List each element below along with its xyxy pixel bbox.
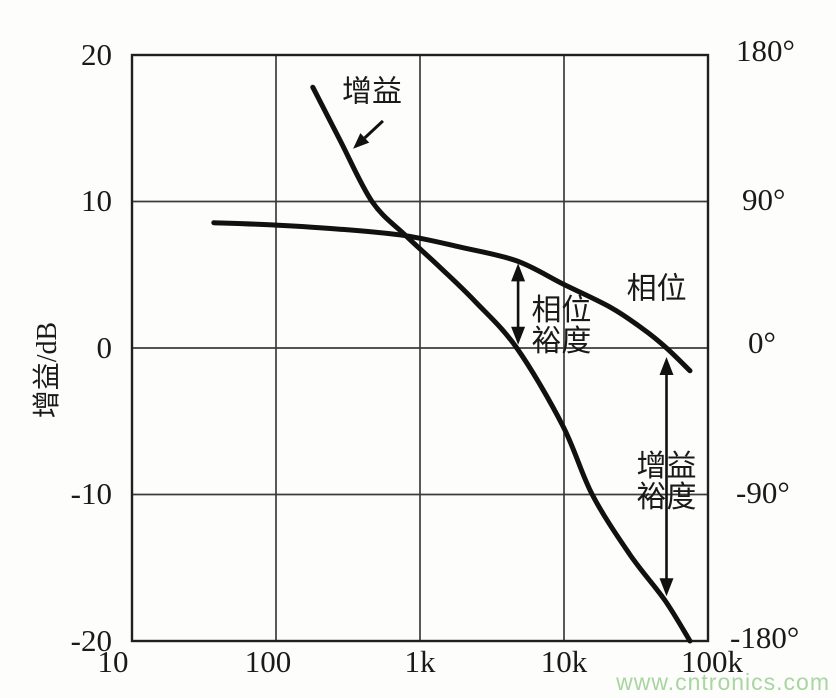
phase-margin-line2: 裕度 [531, 325, 592, 359]
x-tick: 1k [404, 644, 436, 679]
y-right-tick: -180° [730, 620, 800, 655]
x-tick: 100 [244, 644, 292, 679]
phase-margin-arrow [511, 263, 526, 345]
watermark: www.cntronics.com [616, 669, 830, 695]
x-tick: 10 [97, 644, 129, 679]
arrowhead [659, 356, 674, 375]
phase-margin-label: 相位 裕度 [531, 295, 591, 357]
gain-margin-arrow [659, 356, 674, 597]
arrowhead [511, 263, 526, 282]
arrowhead [659, 578, 674, 597]
arrowhead [353, 133, 370, 149]
arrow-shaft [363, 119, 384, 139]
y-right-tick: 180° [736, 33, 795, 68]
gain-margin-label: 增益 裕度 [637, 451, 697, 513]
phase-curve-label-text: 相位 [626, 272, 687, 306]
grid-lines [132, 55, 708, 641]
y-left-tick: 20 [81, 37, 112, 72]
y-right-tick: 0° [748, 325, 776, 360]
phase-margin-line1: 相位 [531, 294, 592, 328]
y-left-tick: -10 [70, 476, 112, 511]
y-right-tick: 90° [742, 182, 786, 217]
y-right-tick: -90° [736, 475, 790, 510]
x-tick: 10k [540, 644, 588, 679]
gain-curve-label: 增益 [342, 76, 402, 107]
phase-curve [211, 220, 693, 374]
y-axis-title: 增益/dB [32, 321, 63, 419]
arrowhead [511, 326, 526, 345]
phase-curve-label: 相位 [627, 274, 687, 305]
gain-margin-line1: 增益 [636, 450, 697, 484]
x-tick: 100k [681, 644, 743, 679]
gain-curve [310, 84, 693, 644]
gain-label-arrow [353, 119, 384, 149]
gain-margin-line2: 裕度 [636, 481, 697, 515]
y-left-tick: 10 [81, 183, 112, 218]
plot-border [130, 53, 710, 643]
y-left-tick: -20 [70, 623, 112, 658]
gain-curve-label-text: 增益 [341, 75, 402, 109]
y-left-tick: 0 [96, 330, 113, 365]
